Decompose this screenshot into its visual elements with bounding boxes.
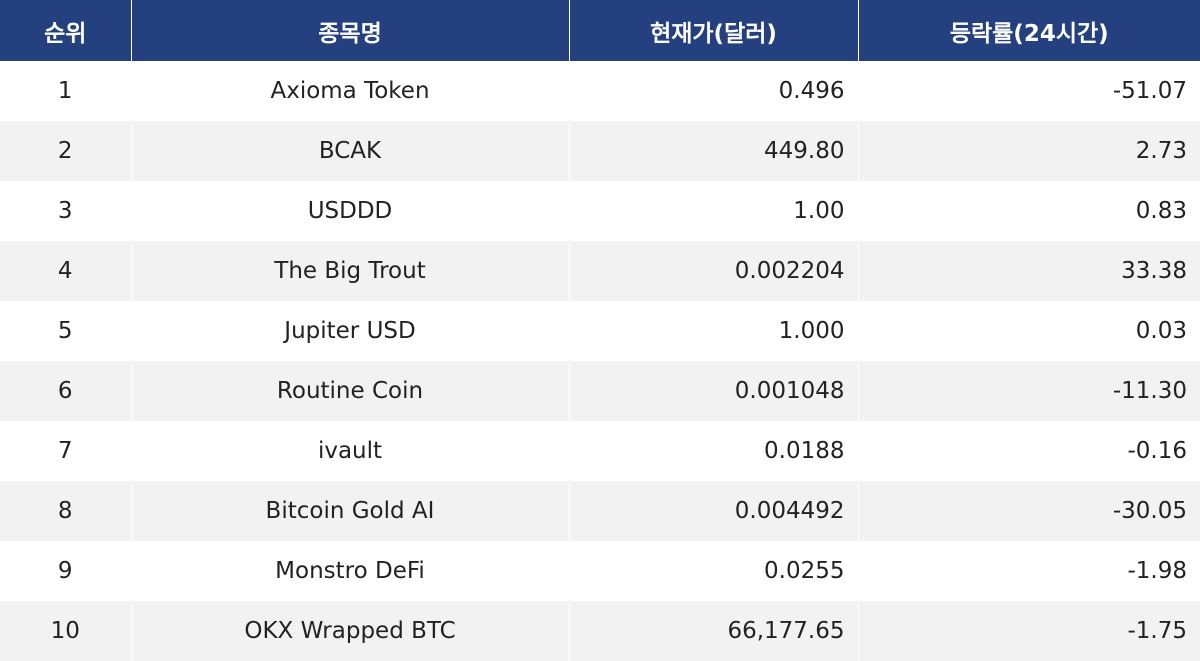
cell-name: Monstro DeFi [130, 541, 569, 601]
cell-change: 2.73 [857, 121, 1200, 181]
cell-name: Jupiter USD [130, 301, 569, 361]
cell-change: 0.83 [857, 181, 1200, 241]
cell-name: Routine Coin [130, 361, 569, 421]
cell-rank: 3 [0, 181, 131, 241]
cell-rank: 5 [0, 301, 131, 361]
cell-price: 449.80 [568, 121, 858, 181]
cell-name: Axioma Token [130, 61, 569, 121]
table-row: 8 Bitcoin Gold AI 0.004492 -30.05 [0, 481, 1200, 541]
cell-rank: 4 [0, 241, 131, 301]
cell-price: 0.496 [568, 61, 858, 121]
cell-name: The Big Trout [130, 241, 569, 301]
table-row: 10 OKX Wrapped BTC 66,177.65 -1.75 [0, 601, 1200, 661]
cell-change: 0.03 [857, 301, 1200, 361]
cell-price: 0.001048 [568, 361, 858, 421]
table-body: 1 Axioma Token 0.496 -51.07 2 BCAK 449.80 2.73 3… [0, 61, 1200, 661]
table-header: 순위 종목명 현재가(달러) 등락률(24시간) [0, 0, 1200, 61]
cell-price: 66,177.65 [568, 601, 858, 661]
cell-rank: 2 [0, 121, 131, 181]
cell-change: 33.38 [857, 241, 1200, 301]
cell-name: OKX Wrapped BTC [130, 601, 569, 661]
header-price: 현재가(달러) [568, 0, 858, 61]
cell-price: 1.000 [568, 301, 858, 361]
cell-price: 0.0188 [568, 421, 858, 481]
cell-name: USDDD [130, 181, 569, 241]
cell-change: -30.05 [857, 481, 1200, 541]
table-row: 4 The Big Trout 0.002204 33.38 [0, 241, 1200, 301]
cell-name: ivault [130, 421, 569, 481]
cell-change: -0.16 [857, 421, 1200, 481]
cell-rank: 1 [0, 61, 131, 121]
cell-price: 0.0255 [568, 541, 858, 601]
cell-price: 0.002204 [568, 241, 858, 301]
header-change: 등락률(24시간) [857, 0, 1200, 61]
cell-change: -1.98 [857, 541, 1200, 601]
table-row: 9 Monstro DeFi 0.0255 -1.98 [0, 541, 1200, 601]
cell-change: -11.30 [857, 361, 1200, 421]
cell-rank: 6 [0, 361, 131, 421]
cell-rank: 9 [0, 541, 131, 601]
table-row: 3 USDDD 1.00 0.83 [0, 181, 1200, 241]
cell-name: BCAK [130, 121, 569, 181]
table-row: 1 Axioma Token 0.496 -51.07 [0, 61, 1200, 121]
header-row: 순위 종목명 현재가(달러) 등락률(24시간) [0, 0, 1200, 61]
table-row: 5 Jupiter USD 1.000 0.03 [0, 301, 1200, 361]
cell-rank: 10 [0, 601, 131, 661]
cell-rank: 7 [0, 421, 131, 481]
table-row: 2 BCAK 449.80 2.73 [0, 121, 1200, 181]
cell-price: 1.00 [568, 181, 858, 241]
table-row: 7 ivault 0.0188 -0.16 [0, 421, 1200, 481]
header-rank: 순위 [0, 0, 131, 61]
cell-change: -51.07 [857, 61, 1200, 121]
cell-name: Bitcoin Gold AI [130, 481, 569, 541]
table-row: 6 Routine Coin 0.001048 -11.30 [0, 361, 1200, 421]
cell-price: 0.004492 [568, 481, 858, 541]
header-name: 종목명 [130, 0, 569, 61]
cell-change: -1.75 [857, 601, 1200, 661]
cell-rank: 8 [0, 481, 131, 541]
